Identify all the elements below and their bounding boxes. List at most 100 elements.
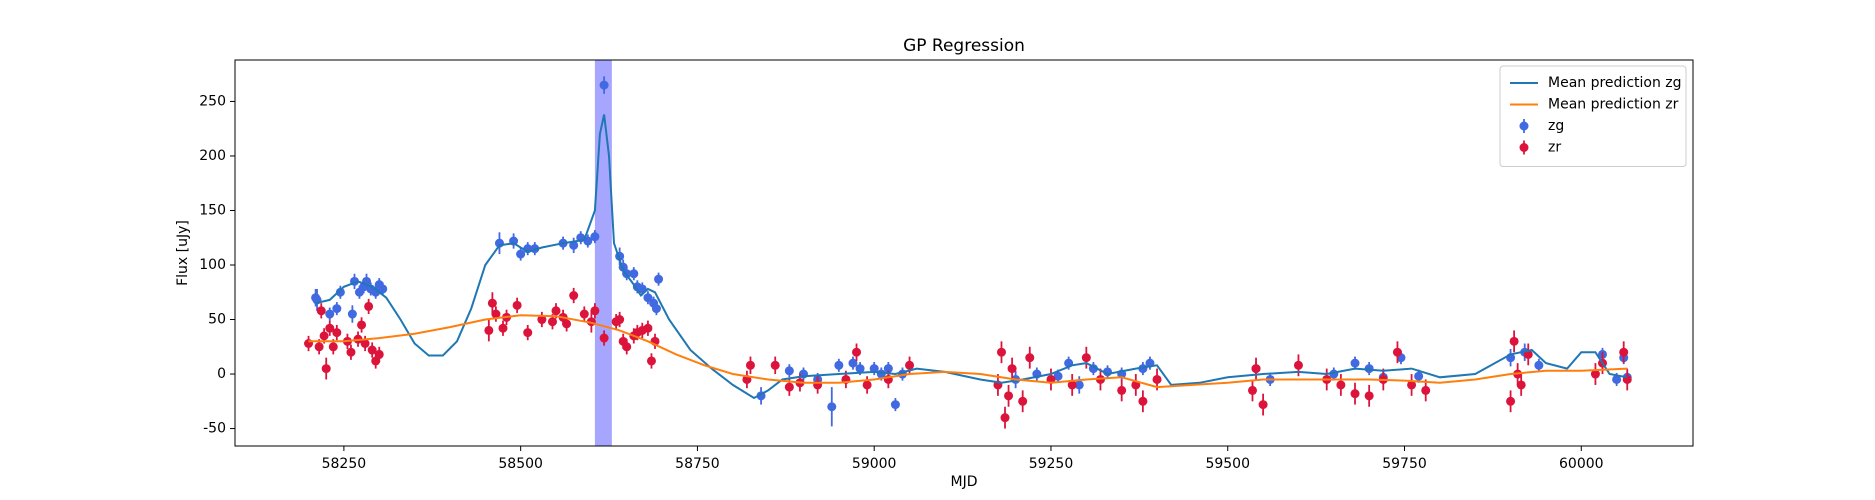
data-point [1534, 360, 1544, 370]
data-point [813, 380, 823, 390]
data-point [378, 284, 388, 294]
data-point [364, 301, 374, 311]
chart-title: GP Regression [903, 36, 1025, 56]
data-point [523, 328, 533, 338]
y-tick-label: 150 [199, 202, 226, 218]
data-point [332, 304, 342, 314]
data-point [1138, 396, 1148, 406]
data-point [1053, 371, 1063, 381]
data-point [1590, 369, 1600, 379]
data-point [1407, 380, 1417, 390]
data-point [1350, 389, 1360, 399]
data-point [562, 319, 572, 329]
y-tick-label: -50 [203, 421, 226, 437]
data-point [1293, 360, 1303, 370]
data-point [325, 309, 335, 319]
plot-area [304, 60, 1632, 446]
data-point [321, 364, 331, 374]
data-point [1392, 347, 1402, 357]
data-point [996, 347, 1006, 357]
data-point [1081, 353, 1091, 363]
data-point [1364, 391, 1374, 401]
data-point [1247, 385, 1257, 395]
data-point [1025, 353, 1035, 363]
data-point [643, 323, 653, 333]
legend-label: Mean prediction zr [1548, 97, 1679, 113]
data-point [498, 323, 508, 333]
mean-line [308, 314, 1628, 389]
data-point [646, 356, 656, 366]
data-point [316, 306, 326, 316]
data-point [319, 331, 329, 341]
x-tick-label: 59500 [1205, 456, 1250, 472]
data-point [615, 315, 625, 325]
data-point [1007, 364, 1017, 374]
data-point [599, 333, 609, 343]
data-point [325, 323, 335, 333]
data-point [745, 360, 755, 370]
data-point [491, 309, 501, 319]
data-point [855, 364, 865, 374]
data-point [551, 306, 561, 316]
x-tick-label: 59000 [852, 456, 897, 472]
x-tick-label: 59250 [1029, 456, 1074, 472]
data-point [1509, 336, 1519, 346]
axes-frame [234, 59, 1694, 447]
data-point [547, 317, 557, 327]
data-point [827, 402, 837, 412]
data-point [643, 293, 653, 303]
data-point [360, 339, 370, 349]
mean-line [315, 114, 1628, 400]
data-point [1350, 358, 1360, 368]
data-point [770, 360, 780, 370]
y-tick-label: 200 [199, 148, 226, 164]
data-point [1067, 380, 1077, 390]
data-point [1421, 385, 1431, 395]
data-point [651, 304, 661, 314]
data-point [1004, 391, 1014, 401]
data-point [1336, 380, 1346, 390]
x-axis-label: MJD [951, 474, 978, 490]
x-tick-label: 58750 [675, 456, 720, 472]
legend-swatch [1519, 121, 1529, 131]
data-point [890, 400, 900, 410]
data-point [512, 300, 522, 310]
legend-label: Mean prediction zg [1548, 75, 1682, 91]
data-point [1018, 396, 1028, 406]
data-point [1619, 347, 1629, 357]
data-point [332, 328, 342, 338]
data-point [484, 325, 494, 335]
data-point [784, 366, 794, 376]
data-point [569, 291, 579, 301]
data-point [1612, 374, 1622, 384]
x-tick-label: 58500 [498, 456, 543, 472]
data-point [622, 342, 632, 352]
data-point [590, 232, 600, 242]
data-point [1258, 400, 1268, 410]
data-point [1117, 385, 1127, 395]
legend-box [1499, 65, 1687, 167]
legend-label: zg [1548, 118, 1564, 134]
x-tick-label: 60000 [1559, 456, 1604, 472]
legend-label: zr [1548, 140, 1561, 156]
data-point [629, 269, 639, 279]
data-point [487, 298, 497, 308]
data-point [654, 274, 664, 284]
data-point [314, 342, 324, 352]
data-point [516, 249, 526, 259]
data-point [328, 342, 338, 352]
data-point [862, 380, 872, 390]
data-point [367, 345, 377, 355]
data-point [347, 309, 357, 319]
y-axis-label: Flux [uJy] [175, 220, 191, 286]
data-point [335, 287, 345, 297]
data-point [852, 347, 862, 357]
data-point [374, 349, 384, 359]
data-point [905, 360, 915, 370]
y-tick-label: 0 [217, 366, 226, 382]
data-point [1152, 374, 1162, 384]
data-point [848, 358, 858, 368]
y-tick-label: 100 [199, 257, 226, 273]
data-point [357, 320, 367, 330]
data-point [869, 364, 879, 374]
